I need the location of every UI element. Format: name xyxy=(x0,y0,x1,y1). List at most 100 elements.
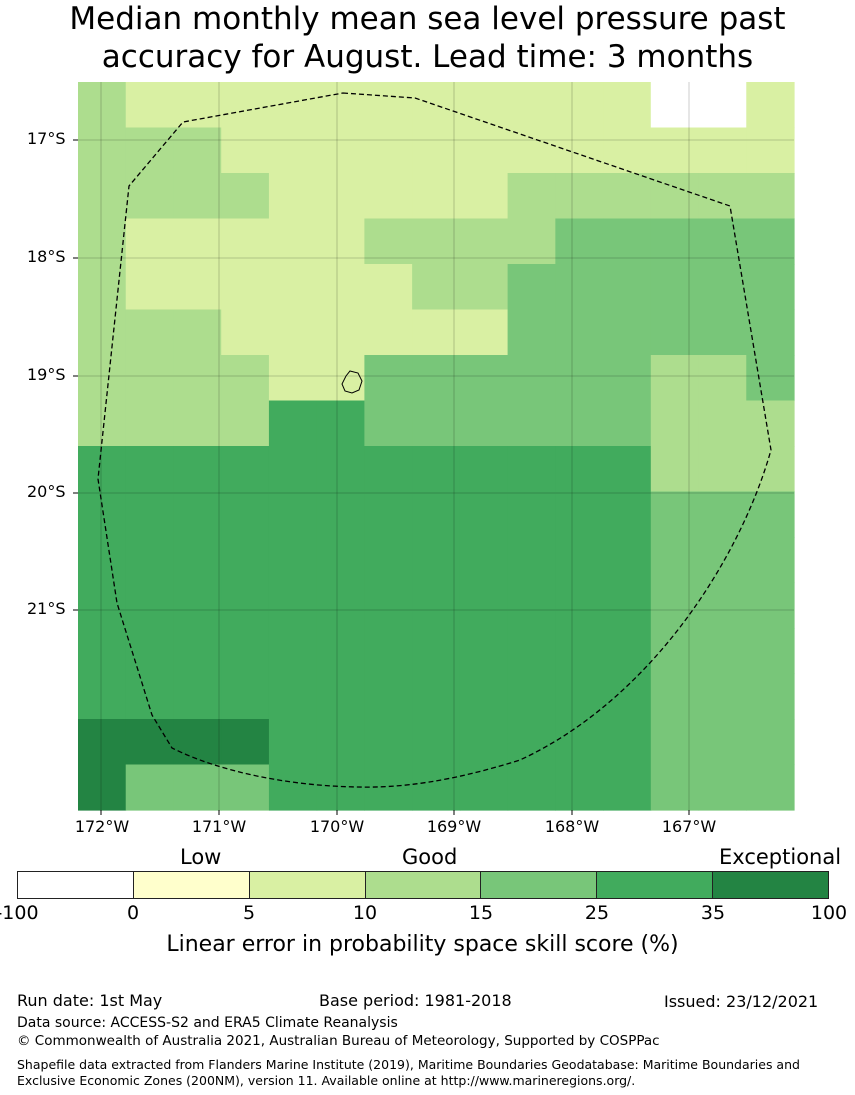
map-cell xyxy=(364,400,413,447)
map-cell xyxy=(221,309,270,356)
map-cell xyxy=(603,218,652,265)
chart-title-line-2: accuracy for August. Lead time: 3 months xyxy=(101,39,754,75)
map-cell xyxy=(125,537,175,584)
map-cell xyxy=(412,264,461,311)
map-cell xyxy=(316,127,365,174)
map-cell xyxy=(316,628,365,675)
map-cell xyxy=(173,218,222,265)
map-cell xyxy=(603,446,652,493)
map-cell xyxy=(459,719,509,766)
map-cell xyxy=(746,719,795,766)
map-cell xyxy=(268,400,318,447)
map-cell xyxy=(459,400,509,447)
map-cell xyxy=(650,309,700,356)
map-cell xyxy=(650,127,700,174)
map-cell xyxy=(698,264,747,311)
copyright: © Commonwealth of Australia 2021, Austra… xyxy=(17,1033,660,1049)
map-cell xyxy=(268,127,318,174)
map-cell xyxy=(221,173,270,220)
colorbar-tick: 10 xyxy=(352,902,378,924)
map-cell xyxy=(221,537,270,584)
map-cell xyxy=(173,446,222,493)
map-cell xyxy=(507,764,556,811)
map-cell xyxy=(603,355,652,402)
map-cell xyxy=(459,264,509,311)
map-cell xyxy=(221,764,270,811)
map-cell xyxy=(603,673,652,720)
map-cell xyxy=(507,491,556,538)
map-cell xyxy=(412,400,461,447)
map-cell xyxy=(268,446,318,493)
lon-label: 167°W xyxy=(661,817,717,836)
map-cell xyxy=(268,673,318,720)
map-cell xyxy=(364,764,413,811)
map-cell xyxy=(507,173,556,220)
map-cell xyxy=(78,491,127,538)
map-cell xyxy=(316,719,365,766)
map-cell xyxy=(650,218,700,265)
map-cell xyxy=(173,719,222,766)
legend-category-low: Low xyxy=(180,845,222,869)
map-cell xyxy=(507,264,556,311)
map-cell xyxy=(78,355,127,402)
map-cell xyxy=(459,82,509,129)
map-cell xyxy=(412,127,461,174)
map-cell xyxy=(78,218,127,265)
map-cell xyxy=(507,582,556,629)
map-cell xyxy=(364,173,413,220)
map-cell xyxy=(173,264,222,311)
map-cell xyxy=(412,673,461,720)
map-cell xyxy=(221,264,270,311)
map-cell xyxy=(78,264,127,311)
map-cell xyxy=(746,537,795,584)
map-cell xyxy=(125,628,175,675)
map-cell xyxy=(650,491,700,538)
colorbar-tick: 15 xyxy=(468,902,494,924)
map-cell xyxy=(603,82,652,129)
colorbar-tick: 5 xyxy=(242,902,256,924)
map-cell xyxy=(173,355,222,402)
map-cell xyxy=(78,582,127,629)
map-cell xyxy=(698,491,747,538)
map-cell xyxy=(698,537,747,584)
map-cell xyxy=(698,127,747,174)
map-cell xyxy=(125,673,175,720)
map-cell xyxy=(221,82,270,129)
map-cell xyxy=(650,719,700,766)
colorbar-segment xyxy=(18,872,134,898)
map-cell xyxy=(221,491,270,538)
map-cell xyxy=(173,764,222,811)
map-cell xyxy=(125,218,175,265)
map-cell xyxy=(555,218,604,265)
map-cell xyxy=(412,719,461,766)
map-cell xyxy=(507,628,556,675)
map-cell xyxy=(125,400,175,447)
map-cell xyxy=(221,719,270,766)
map-cell xyxy=(125,446,175,493)
map-cell xyxy=(746,173,795,220)
map-cell xyxy=(746,673,795,720)
map-cell xyxy=(221,218,270,265)
lat-label: 18°S xyxy=(27,247,66,266)
map-cell xyxy=(173,537,222,584)
map-cell xyxy=(412,355,461,402)
colorbar-segment xyxy=(713,872,829,898)
map-cell xyxy=(268,764,318,811)
colorbar-tick: 25 xyxy=(584,902,610,924)
map-cell xyxy=(746,491,795,538)
map-cell xyxy=(78,82,127,129)
map-cell xyxy=(78,764,127,811)
map-cell xyxy=(459,309,509,356)
map-cell xyxy=(603,309,652,356)
map-cell xyxy=(268,309,318,356)
map-cell xyxy=(268,537,318,584)
map-cell xyxy=(555,582,604,629)
map-cell xyxy=(746,127,795,174)
map-cell xyxy=(316,173,365,220)
map-cell xyxy=(698,400,747,447)
map-cell xyxy=(650,537,700,584)
map-cell xyxy=(364,218,413,265)
skill-score-map xyxy=(73,82,795,815)
map-cell xyxy=(746,400,795,447)
map-cell xyxy=(268,719,318,766)
